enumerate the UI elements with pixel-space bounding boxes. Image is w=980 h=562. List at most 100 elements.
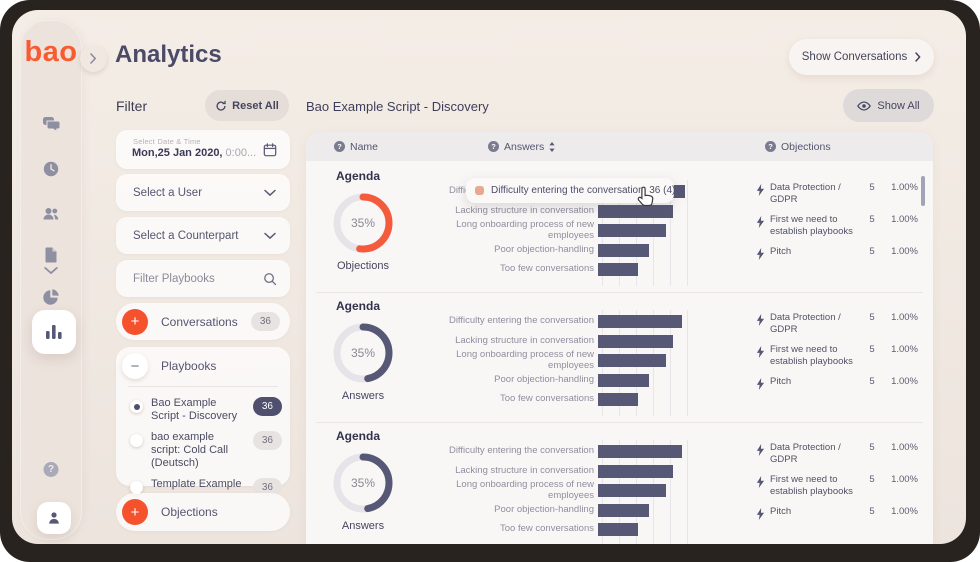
bar[interactable] [598, 393, 638, 406]
objection-count: 5 [869, 246, 875, 257]
lightning-bolt-icon [756, 442, 770, 461]
bar-category-label: Poor objection-handling [494, 373, 594, 385]
history-clock-icon[interactable] [42, 160, 60, 178]
bar-category-label: Difficulty entering the conversation [448, 445, 594, 457]
objection-percent: 1.00% [891, 182, 918, 193]
objection-count: 5 [869, 214, 875, 225]
bar-row: Lacking structure in conversation [446, 331, 673, 352]
bar[interactable] [598, 224, 666, 237]
bar[interactable] [598, 484, 666, 497]
objection-count: 5 [869, 344, 875, 355]
help-icon[interactable]: ? [43, 462, 59, 477]
column-header-name[interactable]: ? Name [334, 141, 378, 153]
chevron-down-icon[interactable] [42, 267, 60, 274]
bar-category-label: Long onboarding process of new employees [456, 219, 594, 241]
users-icon[interactable] [42, 205, 60, 223]
scrollbar-thumb[interactable] [921, 176, 925, 206]
objection-percent: 1.00% [891, 442, 918, 453]
lightning-bolt-icon [756, 506, 770, 525]
playbooks-search-input[interactable] [133, 260, 263, 297]
conversations-icon[interactable] [42, 115, 60, 133]
column-header-objections[interactable]: ? Objections [765, 141, 831, 153]
row-name[interactable]: Agenda [336, 299, 381, 313]
radio-dot [133, 403, 140, 410]
divider [128, 386, 278, 387]
objection-count: 5 [869, 506, 875, 517]
collapse-minus-icon[interactable]: − [122, 353, 148, 379]
bar-row: Lacking structure in conversation [446, 201, 673, 222]
date-time-field[interactable]: Select Date & Time Mon,25 Jan 2020, 0:00… [116, 130, 290, 169]
sidebar-item-analytics-active[interactable] [32, 310, 76, 354]
table-row: Agenda 35% Answers Difficulty entering the … [306, 292, 933, 422]
show-all-button[interactable]: Show All [843, 89, 934, 122]
objection-item[interactable]: Pitch 5 1.00% [756, 506, 918, 525]
sort-icon[interactable] [549, 141, 555, 152]
show-conversations-label: Show Conversations [801, 51, 908, 63]
pie-chart-icon[interactable] [42, 288, 60, 306]
objection-item[interactable]: First we need to establish playbooks 5 1.0… [756, 474, 918, 497]
objection-item[interactable]: First we need to establish playbooks 5 1.0… [756, 214, 918, 237]
expand-plus-icon[interactable]: + [122, 308, 148, 335]
conversations-toggle[interactable]: + Conversations 36 [116, 303, 290, 340]
objection-item[interactable]: Pitch 5 1.00% [756, 246, 918, 265]
bar[interactable] [598, 464, 673, 478]
bar-category-label: Too few conversations [500, 523, 594, 535]
bar[interactable] [598, 243, 650, 257]
radio-button[interactable] [130, 481, 143, 494]
bar-row: Long onboarding process of new employees [446, 479, 666, 501]
objection-percent: 1.00% [891, 246, 918, 257]
bar-row: Poor objection-handling [446, 240, 650, 261]
playbooks-toggle[interactable]: − Playbooks [116, 347, 290, 379]
playbook-item[interactable]: bao example script: Cold Call (Deutsch) 3… [116, 427, 290, 474]
objection-label: Data Protection / GDPR [770, 312, 841, 335]
question-icon: ? [334, 141, 345, 152]
objection-item[interactable]: First we need to establish playbooks 5 1.0… [756, 344, 918, 367]
sidebar-expand-button[interactable] [80, 45, 107, 72]
objections-toggle[interactable]: + Objections [116, 493, 290, 531]
bar-category-label: Long onboarding process of new employees [456, 479, 594, 501]
row-name[interactable]: Agenda [336, 429, 381, 443]
objection-label: First we need to establish playbooks [770, 344, 853, 367]
donut-value: 35% [350, 346, 376, 360]
donut-chart: 35% Objections [318, 192, 408, 272]
objection-label: Pitch [770, 506, 792, 517]
playbook-item[interactable]: Template Example 36 [116, 474, 290, 501]
expand-plus-icon[interactable]: + [122, 499, 148, 525]
show-all-label: Show All [877, 99, 920, 112]
objection-item[interactable]: Pitch 5 1.00% [756, 376, 918, 395]
documents-icon[interactable] [42, 246, 60, 264]
radio-button[interactable] [130, 434, 143, 447]
bar[interactable] [598, 204, 673, 218]
bar[interactable] [598, 334, 673, 348]
donut-ring: 35% [332, 322, 394, 384]
objection-label: Data Protection / GDPR [770, 442, 841, 465]
objection-item[interactable]: Data Protection / GDPR 5 1.00% [756, 442, 918, 465]
reset-all-button[interactable]: Reset All [205, 90, 289, 121]
playbook-count-badge: 36 [252, 478, 282, 497]
bar[interactable] [598, 315, 682, 328]
bar[interactable] [598, 263, 638, 276]
playbook-item[interactable]: Bao Example Script - Discovery 36 [116, 393, 290, 427]
bar[interactable] [598, 503, 650, 517]
radio-button[interactable] [130, 400, 143, 413]
bao-logo[interactable]: bao [24, 36, 78, 68]
row-name[interactable]: Agenda [336, 169, 381, 183]
bar[interactable] [598, 373, 650, 387]
bar[interactable] [598, 354, 666, 367]
objection-item[interactable]: Data Protection / GDPR 5 1.00% [756, 182, 918, 205]
show-conversations-button[interactable]: Show Conversations [789, 39, 934, 75]
playbook-list: Bao Example Script - Discovery 36 bao exam… [116, 393, 290, 501]
bar-category-label: Long onboarding process of new employees [456, 349, 594, 371]
donut-ring: 35% [332, 452, 394, 514]
column-header-answers[interactable]: ? Answers [488, 141, 555, 153]
objection-percent: 1.00% [891, 312, 918, 323]
profile-button[interactable] [37, 502, 71, 534]
bar[interactable] [598, 445, 682, 458]
search-icon [264, 272, 277, 285]
bar-row: Long onboarding process of new employees [446, 219, 666, 241]
objection-item[interactable]: Data Protection / GDPR 5 1.00% [756, 312, 918, 335]
counterpart-dropdown[interactable]: Select a Counterpart [116, 217, 290, 254]
user-dropdown[interactable]: Select a User [116, 174, 290, 211]
bar[interactable] [598, 523, 638, 536]
